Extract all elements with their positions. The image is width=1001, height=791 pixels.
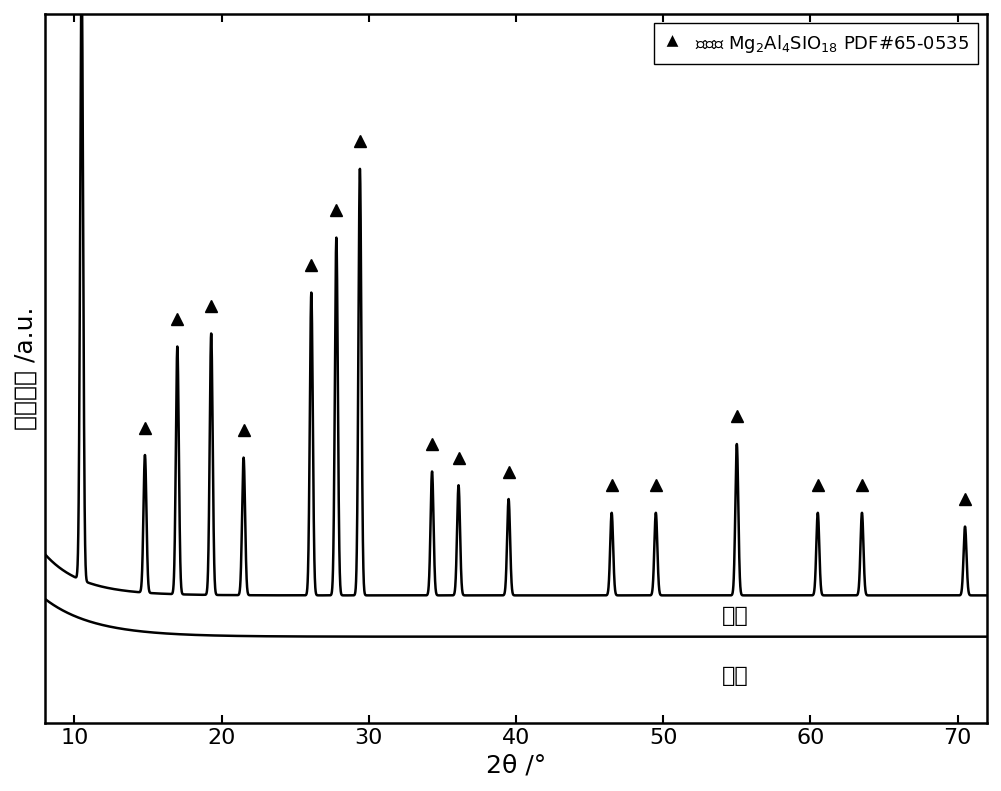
X-axis label: 2θ /°: 2θ /°: [485, 753, 547, 777]
Legend: 莹青石 $\mathregular{Mg_2Al_4SIO_{18}}$ PDF#65-0535: 莹青石 $\mathregular{Mg_2Al_4SIO_{18}}$ PDF…: [654, 23, 978, 64]
Y-axis label: 衍射强度 /a.u.: 衍射强度 /a.u.: [14, 307, 38, 430]
Text: 内部: 内部: [722, 666, 749, 686]
Text: 表面: 表面: [722, 606, 749, 626]
